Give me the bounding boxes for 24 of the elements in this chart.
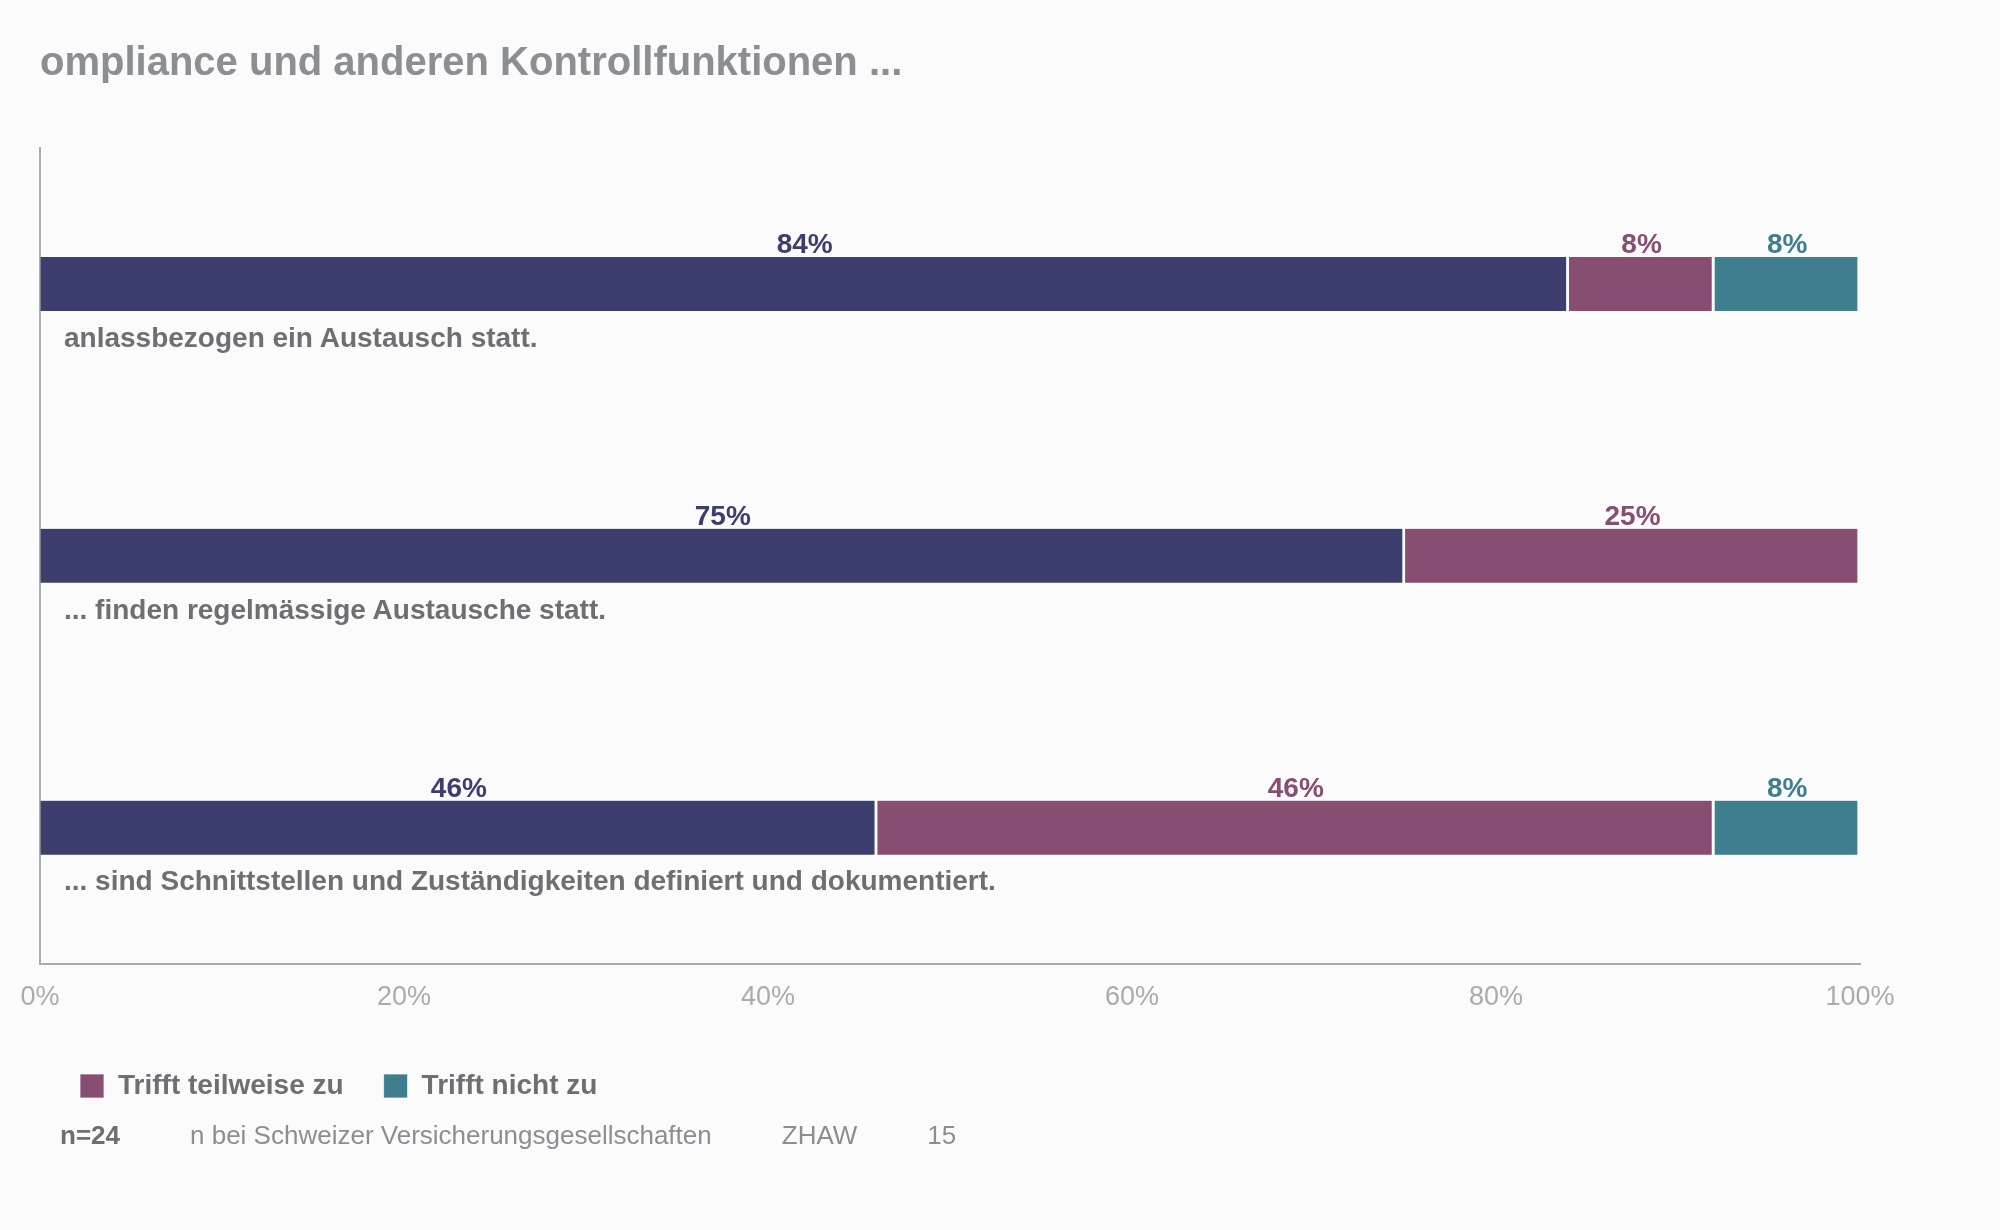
x-tick-label: 0% [20,981,60,1012]
text: ZHAW [781,1120,858,1151]
data-label: 46% [430,771,487,803]
data-label: 84% [776,227,833,259]
text: 15 [927,1120,957,1151]
chart-title: ompliance und anderen Kontrollfunktionen ... [40,39,903,84]
y-tick-label: ... sind Schnittstellen und Zuständigkeiten definiert und dokumentiert. [64,865,996,897]
text: n bei Schweizer Versicherungsgesellschaften [190,1120,712,1151]
x-tick-label: 20% [376,981,432,1012]
data-label: 75% [694,499,751,531]
data-label: 46% [1267,771,1324,803]
data-label: 25% [1604,499,1661,531]
data-label: 8% [1766,771,1808,803]
data-label: 8% [1766,227,1808,259]
x-tick-label: 100% [1825,981,1895,1012]
x-tick-label: 40% [740,981,796,1012]
x-tick-label: 80% [1468,981,1524,1012]
y-tick-label: anlassbezogen ein Austausch statt. [64,321,538,353]
x-tick-label: 60% [1104,981,1160,1012]
legend-label: Trifft nicht zu [421,1068,598,1100]
text: n=24 [60,1120,120,1151]
data-label: 8% [1621,227,1662,259]
legend-label: Trifft teilweise zu [118,1068,344,1100]
y-tick-label: ... finden regelmässige Austausche statt. [64,593,607,625]
